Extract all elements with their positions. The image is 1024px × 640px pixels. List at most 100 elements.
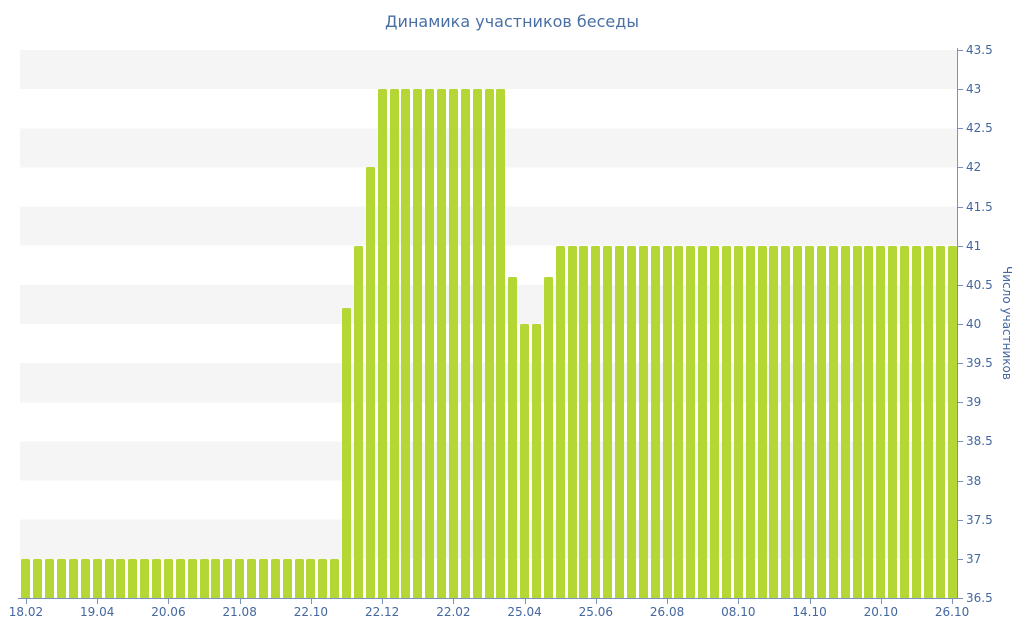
y-axis-tick-label: 42 xyxy=(966,160,982,175)
bar[interactable] xyxy=(425,89,435,598)
bar[interactable] xyxy=(579,245,589,598)
bar[interactable] xyxy=(591,245,601,598)
x-axis-tick xyxy=(239,599,241,604)
bar[interactable] xyxy=(686,245,696,598)
bar[interactable] xyxy=(140,558,150,598)
bar[interactable] xyxy=(484,89,494,598)
bar[interactable] xyxy=(448,89,458,598)
bar[interactable] xyxy=(330,558,340,598)
bar[interactable] xyxy=(163,558,173,598)
bar[interactable] xyxy=(745,245,755,598)
x-axis-tick-label: 14.10 xyxy=(792,605,827,619)
bar[interactable] xyxy=(733,245,743,598)
bar[interactable] xyxy=(282,558,292,598)
bar[interactable] xyxy=(152,558,162,598)
y-axis-tick-label: 41 xyxy=(966,238,982,253)
bar[interactable] xyxy=(57,558,67,598)
bar[interactable] xyxy=(306,558,316,598)
bar[interactable] xyxy=(413,89,423,598)
bar[interactable] xyxy=(935,245,945,598)
bar[interactable] xyxy=(864,245,874,598)
bar[interactable] xyxy=(211,558,221,598)
bar[interactable] xyxy=(437,89,446,598)
bar[interactable] xyxy=(876,245,886,598)
bar[interactable] xyxy=(342,308,352,598)
y-axis-tick xyxy=(957,284,963,286)
bar[interactable] xyxy=(888,245,898,598)
chart-title: Динамика участников беседы xyxy=(385,12,639,31)
x-axis-tick xyxy=(595,599,597,604)
x-axis-tick xyxy=(382,599,384,604)
y-axis-tick-label: 40 xyxy=(966,317,982,331)
bar[interactable] xyxy=(698,245,708,598)
y-axis-tick-label: 42.5 xyxy=(966,121,993,136)
bar[interactable] xyxy=(852,245,862,598)
bar[interactable] xyxy=(377,89,387,598)
bar[interactable] xyxy=(710,245,720,598)
y-axis-tick xyxy=(957,167,963,169)
bar[interactable] xyxy=(757,245,767,598)
x-axis-tick xyxy=(97,599,99,604)
x-axis-tick xyxy=(738,599,740,604)
bar[interactable] xyxy=(793,245,803,598)
bar[interactable] xyxy=(80,558,90,598)
bar[interactable] xyxy=(911,245,921,598)
bar[interactable] xyxy=(21,558,31,598)
bar[interactable] xyxy=(104,558,114,598)
bar[interactable] xyxy=(567,245,577,598)
bar[interactable] xyxy=(247,558,257,598)
bar[interactable] xyxy=(508,277,518,598)
bar[interactable] xyxy=(175,558,185,598)
bar[interactable] xyxy=(828,245,838,598)
bar[interactable] xyxy=(92,558,102,598)
bar[interactable] xyxy=(900,245,910,598)
bar[interactable] xyxy=(353,245,363,598)
bar[interactable] xyxy=(603,245,613,598)
bar[interactable] xyxy=(199,558,209,598)
bar[interactable] xyxy=(68,558,78,598)
bar[interactable] xyxy=(674,245,684,598)
bar[interactable] xyxy=(626,245,636,598)
bar[interactable] xyxy=(294,558,304,598)
bar[interactable] xyxy=(840,245,850,598)
bar[interactable] xyxy=(662,245,672,598)
x-axis-tick xyxy=(952,599,954,604)
bar[interactable] xyxy=(923,245,933,598)
bar[interactable] xyxy=(531,324,541,598)
bar[interactable] xyxy=(781,245,791,598)
bar[interactable] xyxy=(258,558,268,598)
x-axis-tick-label: 25.04 xyxy=(507,605,542,619)
bar[interactable] xyxy=(472,89,482,598)
bar[interactable] xyxy=(769,245,779,598)
bar[interactable] xyxy=(187,558,197,598)
x-axis-tick-label: 18.02 xyxy=(8,605,44,619)
bar[interactable] xyxy=(650,245,660,598)
bar[interactable] xyxy=(520,324,530,598)
x-axis-tick-label: 08.10 xyxy=(721,605,756,619)
bar[interactable] xyxy=(460,89,470,598)
x-axis-tick-label: 25.06 xyxy=(578,605,614,619)
bar[interactable] xyxy=(816,245,826,598)
bar[interactable] xyxy=(721,245,731,598)
bar[interactable] xyxy=(128,558,138,598)
bar[interactable] xyxy=(318,558,328,598)
bar[interactable] xyxy=(947,245,957,598)
bar[interactable] xyxy=(543,277,553,598)
bar[interactable] xyxy=(33,558,43,598)
bar[interactable] xyxy=(389,89,399,598)
bar[interactable] xyxy=(555,245,565,598)
bar[interactable] xyxy=(615,245,625,598)
bar[interactable] xyxy=(496,89,506,598)
bar[interactable] xyxy=(638,245,648,598)
y-axis-title: Число участников xyxy=(1000,266,1014,380)
bar[interactable] xyxy=(45,558,55,598)
bar[interactable] xyxy=(365,167,375,598)
bar[interactable] xyxy=(401,89,411,598)
plot-area xyxy=(20,50,958,598)
bar[interactable] xyxy=(235,558,245,598)
bar[interactable] xyxy=(116,558,126,598)
bar[interactable] xyxy=(270,558,280,598)
x-axis-tick xyxy=(524,599,526,604)
bar[interactable] xyxy=(805,245,815,598)
bar[interactable] xyxy=(223,558,233,598)
